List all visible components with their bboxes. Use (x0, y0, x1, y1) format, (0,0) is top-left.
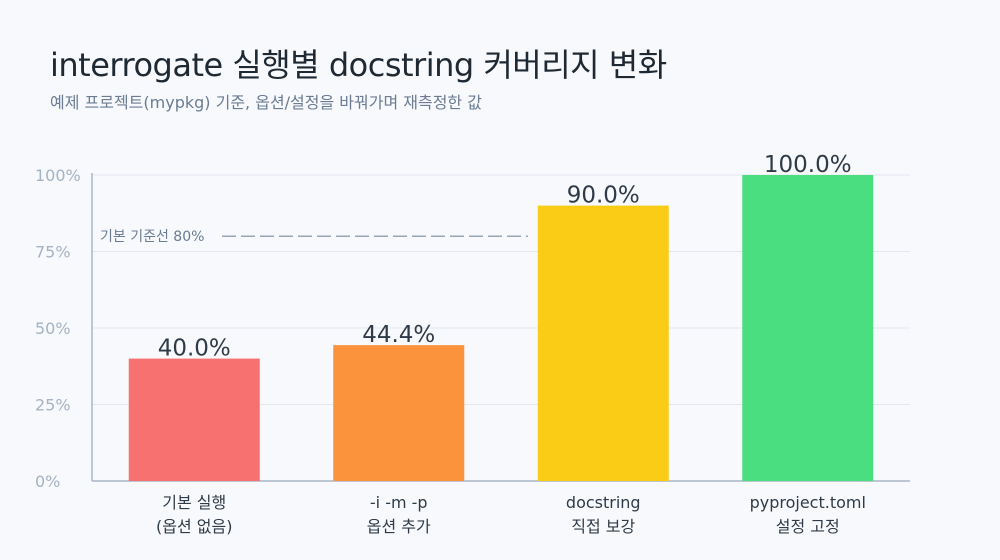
x-tick-label: 기본 실행 (162, 493, 226, 512)
value-label: 44.4% (362, 322, 435, 348)
bar (333, 345, 465, 481)
y-tick-label: 75% (35, 243, 71, 262)
y-tick-label: 50% (35, 319, 71, 338)
value-label: 100.0% (764, 152, 852, 178)
value-label: 90.0% (567, 183, 640, 209)
bar (742, 175, 874, 481)
bar (537, 205, 669, 481)
y-tick-label: 25% (35, 396, 71, 415)
x-tick-label: 직접 보강 (571, 517, 635, 536)
reference-line-label: 기본 기준선 80% (100, 229, 204, 245)
x-tick-label: pyproject.toml (750, 493, 866, 512)
bar (128, 358, 260, 481)
y-tick-label: 100% (35, 166, 81, 185)
x-tick-label: 설정 고정 (776, 517, 840, 536)
y-tick-label: 0% (35, 472, 60, 491)
x-tick-label: -i -m -p (370, 493, 428, 512)
x-tick-label: (옵션 없음) (156, 517, 232, 536)
x-tick-label: 옵션 추가 (367, 517, 431, 536)
chart-subtitle: 예제 프로젝트(mypkg) 기준, 옵션/설정을 바꿔가며 재측정한 값 (50, 93, 482, 112)
value-label: 40.0% (158, 336, 231, 362)
x-tick-label: docstring (566, 493, 641, 512)
chart-title: interrogate 실행별 docstring 커버리지 변화 (50, 46, 667, 84)
